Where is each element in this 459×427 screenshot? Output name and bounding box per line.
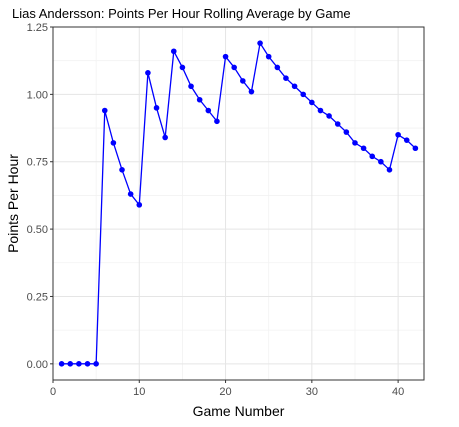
data-point	[412, 145, 419, 152]
chart-title: Lias Andersson: Points Per Hour Rolling …	[12, 6, 351, 21]
x-axis-label: Game Number	[193, 403, 285, 419]
plot-background	[53, 27, 424, 380]
data-point	[153, 105, 160, 111]
data-point	[317, 107, 324, 114]
data-point	[222, 53, 229, 60]
y-tick-label: 1.00	[27, 89, 48, 101]
data-point	[352, 140, 358, 146]
data-point	[343, 129, 350, 135]
data-point	[360, 145, 367, 152]
x-tick-label: 30	[306, 386, 318, 398]
data-point	[205, 107, 212, 114]
data-point	[326, 113, 332, 119]
data-point	[127, 191, 134, 197]
data-point	[188, 83, 194, 90]
data-point	[110, 140, 117, 146]
data-point	[231, 64, 237, 71]
data-point	[76, 361, 82, 367]
data-point	[274, 64, 281, 71]
y-tick-label: 0.50	[27, 224, 48, 236]
y-tick-label: 0.25	[27, 291, 48, 303]
data-point	[378, 158, 384, 165]
data-point	[179, 64, 186, 71]
data-point	[334, 121, 341, 127]
data-point	[283, 75, 289, 81]
data-point	[265, 53, 272, 60]
x-tick-label: 20	[219, 386, 231, 398]
data-point	[369, 153, 376, 160]
y-axis-ticks: 0.00 0.25 0.50 0.75 1.00 1.25	[27, 22, 53, 371]
data-point	[300, 91, 307, 98]
grid	[52, 26, 424, 380]
x-tick-label: 10	[133, 386, 145, 398]
data-point	[395, 131, 401, 138]
y-axis-label: Points Per Hour	[5, 154, 21, 253]
data-point	[309, 99, 315, 106]
data-point	[67, 361, 74, 367]
x-tick-label: 0	[50, 386, 56, 398]
data-point	[248, 88, 255, 95]
data-point	[214, 118, 220, 125]
y-tick-label: 0.00	[27, 359, 48, 371]
data-point	[291, 83, 298, 90]
data-point	[136, 202, 143, 208]
x-axis-ticks: 0 10 20 30 40	[50, 380, 404, 398]
data-point	[403, 137, 410, 143]
x-tick-label: 40	[392, 386, 404, 398]
data-point	[145, 70, 151, 76]
data-point	[58, 361, 65, 367]
data-point	[257, 40, 263, 46]
data-point	[162, 134, 168, 141]
data-point	[386, 167, 393, 173]
data-point	[240, 78, 246, 84]
data-point	[93, 361, 99, 367]
data-point	[119, 167, 125, 173]
data-point	[84, 361, 91, 367]
plot-panel	[52, 26, 425, 381]
y-tick-label: 1.25	[27, 22, 48, 34]
data-point	[170, 48, 177, 55]
y-tick-label: 0.75	[27, 157, 48, 169]
data-point	[196, 96, 203, 103]
series	[58, 40, 419, 367]
data-point	[101, 107, 108, 114]
